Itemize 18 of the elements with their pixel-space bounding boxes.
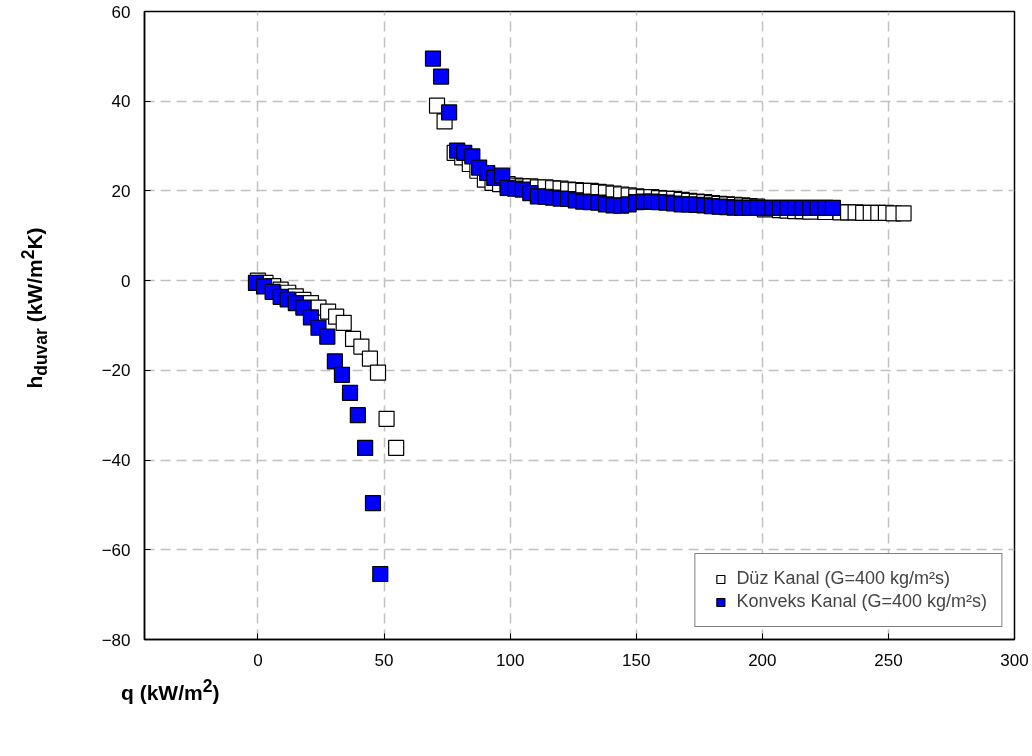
x-tick-label: 150 — [622, 650, 651, 670]
x-tick-label: 200 — [748, 650, 777, 670]
x-tick-label: 50 — [374, 650, 394, 670]
x-axis-title: q (kW/m$^{2}$) — [120, 675, 220, 706]
y-tick-label: −60 — [101, 540, 131, 560]
y-tick-label: −40 — [101, 451, 131, 471]
y-tick-label: 20 — [111, 181, 131, 201]
y-tick-label: −20 — [101, 361, 131, 381]
y-tick-label: −80 — [101, 630, 131, 650]
y-tick-label: 40 — [111, 92, 131, 112]
x-tick-label: 300 — [1000, 650, 1029, 670]
x-tick-label: 250 — [874, 650, 903, 670]
legend-label: Konveks Kanal (G=400 kg/m²s) — [736, 591, 987, 612]
y-tick-label: 60 — [111, 2, 131, 22]
x-tick-label: 0 — [253, 650, 263, 670]
legend-label: Düz Kanal (G=400 kg/m²s) — [736, 568, 950, 589]
y-tick-label: 0 — [121, 271, 131, 291]
x-tick-label: 100 — [495, 650, 525, 670]
